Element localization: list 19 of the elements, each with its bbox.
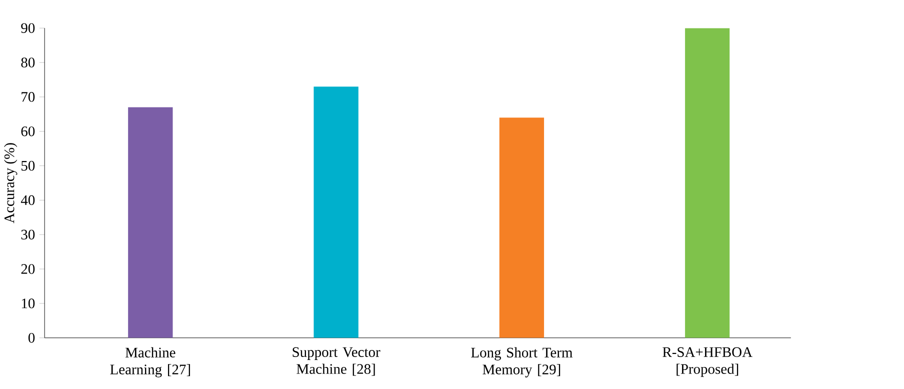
bar [499, 117, 544, 338]
y-tick-label: 40 [20, 195, 35, 205]
x-tick-label: Machine Learning [27] [110, 347, 190, 378]
y-tick-label: 50 [22, 160, 35, 170]
y-axis-title: Accuracy (%) [4, 142, 18, 224]
y-tick-label: 20 [21, 264, 35, 274]
y-tick-label: 70 [22, 92, 35, 102]
y-tick-label: 90 [21, 22, 35, 33]
x-tick-label: R-SA+HFBOA [Proposed] [662, 347, 752, 377]
y-tick-label: 80 [21, 57, 35, 68]
y-tick-label: 0 [28, 332, 35, 342]
y-tick-label: 10 [22, 298, 35, 308]
x-tick-label: Long Short Term Memory [29] [471, 347, 573, 378]
bar [314, 86, 358, 338]
y-tick-label: 30 [21, 229, 35, 240]
y-tick-label: 60 [21, 126, 35, 136]
bar [128, 107, 173, 338]
x-tick-label: Support Vector Machine [28] [292, 347, 380, 376]
bar [685, 28, 730, 338]
